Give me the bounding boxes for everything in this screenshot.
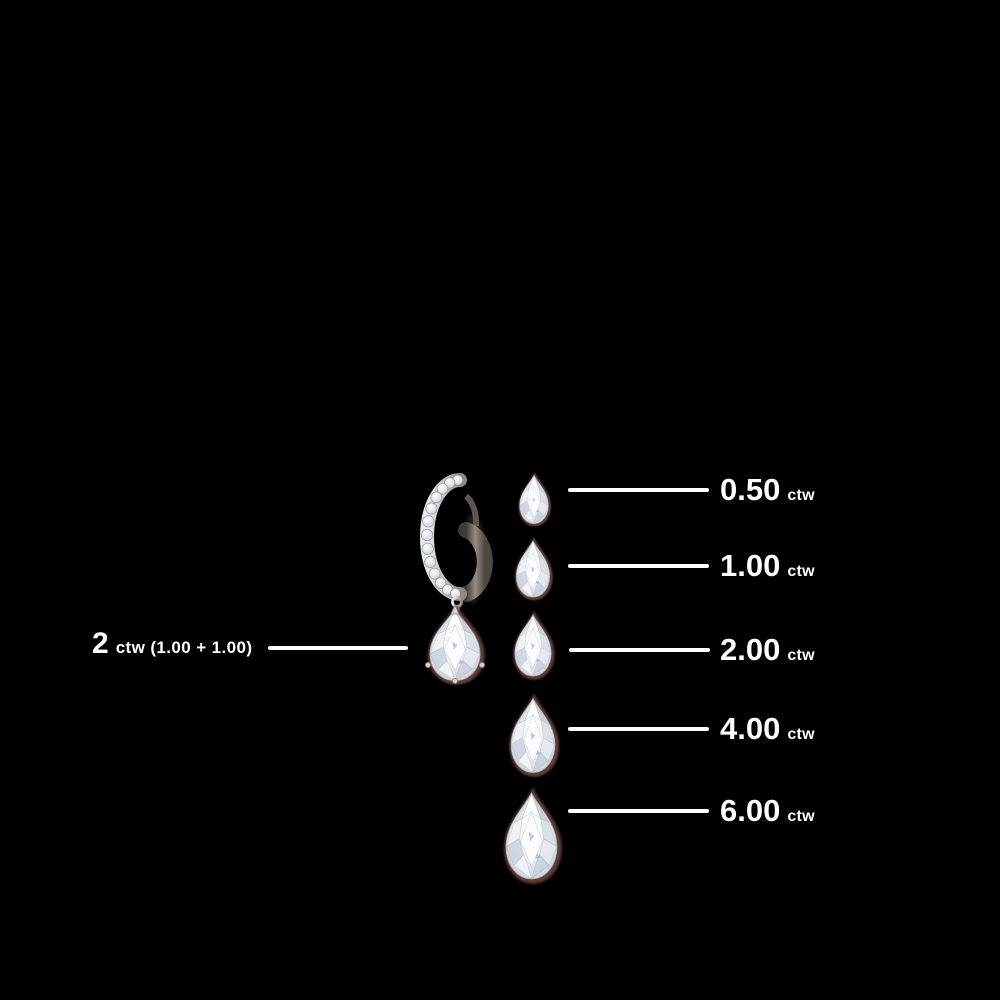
leader-line: [568, 727, 709, 731]
pear-diamond-1-00: [511, 538, 555, 600]
leader-line: [568, 564, 709, 568]
pear-diamond-4-00: [504, 695, 562, 776]
carat-label: 4.00 ctw: [720, 713, 815, 745]
earring-pear-drop: [430, 609, 481, 681]
carat-label: 1.00 ctw: [720, 550, 815, 582]
carat-unit: ctw: [787, 726, 815, 743]
earring-clasp: [458, 522, 493, 602]
earring-hinge: [463, 493, 480, 527]
carat-unit: ctw: [787, 487, 815, 504]
pear-diamond-0-50: [515, 473, 553, 526]
carat-value: 2.00: [720, 632, 781, 667]
carat-unit: ctw: [787, 563, 815, 580]
carat-value: 4.00: [720, 711, 781, 746]
earring-leader-line: [268, 646, 408, 650]
carat-value: 6.00: [720, 793, 781, 828]
pear-diamond-6-00: [498, 789, 565, 883]
leader-line: [568, 488, 709, 492]
earring-image: [420, 473, 493, 686]
carat-label: 6.00 ctw: [720, 795, 815, 827]
pear-diamond-2-00: [509, 612, 557, 679]
carat-unit: ctw: [787, 647, 815, 664]
earring-prongs: [424, 604, 486, 684]
earring-connector-ring: [451, 596, 463, 608]
leader-line: [568, 809, 709, 813]
carat-label: 0.50 ctw: [720, 474, 815, 506]
carat-value: 0.50: [720, 472, 781, 507]
carat-value: 1.00: [720, 548, 781, 583]
earring-carat-label: 2 ctw (1.00 + 1.00): [92, 629, 252, 659]
earring-pave-diamonds: [420, 474, 464, 599]
earring-carat-value: 2: [92, 627, 109, 660]
leader-line: [569, 648, 710, 652]
earring-carat-detail: ctw (1.00 + 1.00): [115, 638, 253, 657]
carat-unit: ctw: [787, 808, 815, 825]
carat-label: 2.00 ctw: [720, 634, 815, 666]
